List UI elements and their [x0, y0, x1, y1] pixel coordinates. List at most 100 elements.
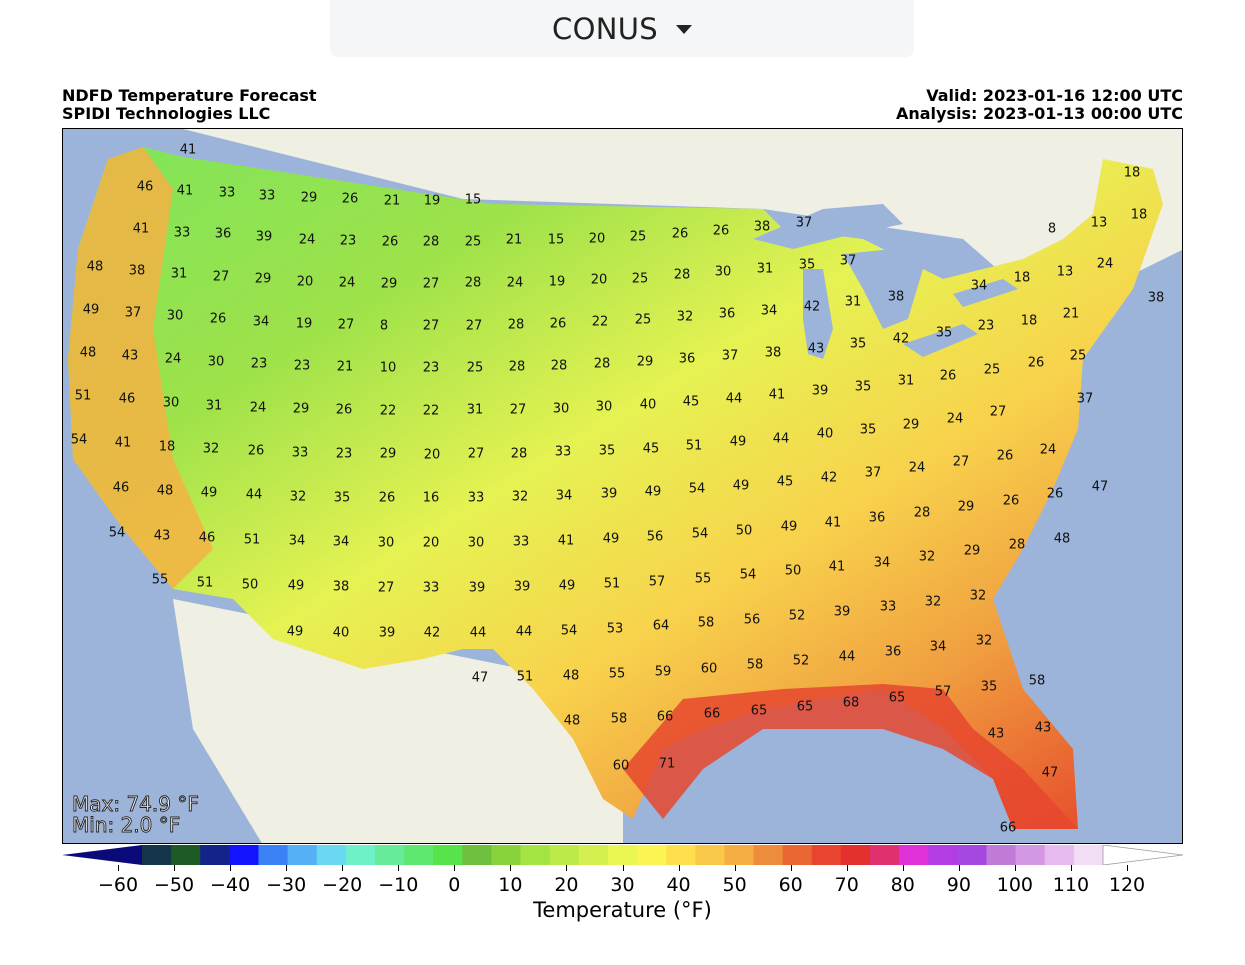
temperature-value: 65 [889, 691, 906, 706]
temperature-value: 29 [637, 355, 654, 370]
temperature-value: 49 [781, 520, 798, 535]
temperature-value: 55 [152, 573, 169, 588]
temperature-value: 25 [632, 272, 649, 287]
temperature-value: 28 [674, 268, 691, 283]
temperature-value: 54 [109, 526, 126, 541]
temperature-value: 22 [423, 404, 440, 419]
temperature-value: 15 [465, 193, 482, 208]
colorbar-tick-label: 100 [996, 874, 1034, 896]
temperature-value: 38 [333, 580, 350, 595]
temperature-value: 31 [467, 403, 484, 418]
colorbar-tickmark [902, 865, 904, 871]
colorbar-tickmark [678, 865, 680, 871]
temperature-value: 37 [1077, 392, 1094, 407]
temperature-value: 56 [744, 613, 761, 628]
temperature-value: 48 [87, 260, 104, 275]
temperature-value: 30 [163, 396, 180, 411]
temperature-value: 30 [208, 355, 225, 370]
temperature-value: 36 [885, 645, 902, 660]
temperature-value: 28 [511, 447, 528, 462]
temperature-value: 21 [337, 360, 354, 375]
temperature-value: 15 [548, 233, 565, 248]
temperature-value: 38 [754, 220, 771, 235]
temperature-value: 56 [647, 530, 664, 545]
temperature-value: 28 [914, 506, 931, 521]
colorbar-tickmark [398, 865, 400, 871]
company-name: SPIDI Technologies LLC [62, 104, 271, 123]
temperature-value: 30 [715, 265, 732, 280]
temperature-value: 23 [294, 359, 311, 374]
colorbar-tick-label: 20 [554, 874, 579, 896]
temperature-value: 36 [719, 307, 736, 322]
temperature-value: 45 [683, 395, 700, 410]
colorbar-tick-label: 50 [722, 874, 747, 896]
temperature-value: 28 [509, 360, 526, 375]
temperature-value: 27 [423, 277, 440, 292]
colorbar-tickmark [622, 865, 624, 871]
temperature-value: 27 [953, 455, 970, 470]
temperature-value: 51 [517, 670, 534, 685]
colorbar-swatch [462, 845, 492, 865]
temperature-value: 39 [514, 580, 531, 595]
temperature-value: 49 [288, 579, 305, 594]
temperature-value: 20 [297, 275, 314, 290]
temperature-value: 25 [630, 230, 647, 245]
temperature-value: 41 [133, 222, 150, 237]
temperature-value: 10 [380, 361, 397, 376]
temperature-value: 49 [287, 625, 304, 640]
temperature-value: 23 [978, 319, 995, 334]
temperature-value: 54 [692, 527, 709, 542]
temperature-value: 22 [380, 404, 397, 419]
temperature-value: 28 [465, 276, 482, 291]
temperature-value: 33 [555, 445, 572, 460]
temperature-value: 33 [292, 446, 309, 461]
colorbar-tick-label: 0 [448, 874, 461, 896]
colorbar-swatch [957, 845, 988, 865]
temperature-value: 46 [199, 531, 216, 546]
temperature-value: 36 [869, 511, 886, 526]
temperature-value: 22 [592, 315, 609, 330]
temperature-value: 26 [210, 312, 227, 327]
map-title: NDFD Temperature Forecast [62, 86, 317, 105]
temperature-value: 35 [860, 423, 877, 438]
temperature-value: 45 [777, 475, 794, 490]
region-dropdown-value: CONUS [552, 11, 658, 46]
colorbar-swatch [928, 845, 958, 865]
colorbar-tickmark [118, 865, 119, 871]
colorbar-tickmark [286, 865, 288, 871]
temperature-value: 29 [380, 447, 397, 462]
temperature-value: 51 [75, 389, 92, 404]
temperature-value: 29 [255, 272, 272, 287]
temperature-value: 30 [468, 536, 485, 551]
temperature-value: 57 [935, 685, 952, 700]
temperature-value: 31 [845, 295, 862, 310]
temperature-value: 37 [796, 216, 813, 231]
temperature-value: 8 [1048, 222, 1056, 237]
temperature-value: 51 [244, 533, 261, 548]
colorbar-swatch [607, 845, 638, 865]
lake-erie [903, 324, 978, 357]
temperature-value: 24 [339, 276, 356, 291]
temperature-value: 25 [984, 363, 1001, 378]
temperature-value: 55 [609, 667, 626, 682]
temperature-value: 24 [909, 461, 926, 476]
temperature-value: 18 [1021, 314, 1038, 329]
temperature-value: 34 [874, 556, 891, 571]
colorbar-tick-label: 40 [666, 874, 691, 896]
region-dropdown[interactable]: CONUS [330, 0, 914, 57]
lake-michigan [803, 269, 833, 359]
temperature-value: 28 [594, 357, 611, 372]
colorbar-swatch [899, 845, 929, 865]
temperature-value: 71 [659, 757, 676, 772]
colorbar-tick-label: 60 [778, 874, 803, 896]
temperature-value: 26 [713, 224, 730, 239]
temperature-value: 26 [550, 317, 567, 332]
temperature-value: 29 [293, 402, 310, 417]
temperature-value: 44 [726, 392, 743, 407]
temperature-value: 39 [379, 626, 396, 641]
temperature-value: 49 [730, 435, 747, 450]
temperature-value: 43 [154, 529, 171, 544]
temperature-value: 47 [1042, 766, 1059, 781]
temperature-value: 24 [299, 233, 316, 248]
colorbar-tick-label: 70 [834, 874, 859, 896]
